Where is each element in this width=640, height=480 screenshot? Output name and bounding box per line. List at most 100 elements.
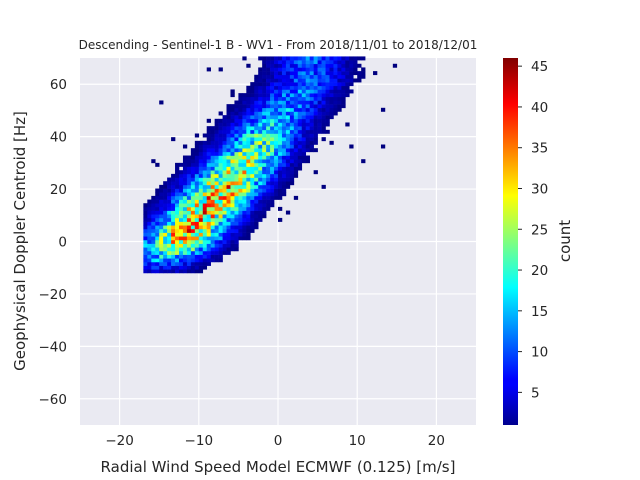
heatmap-cell xyxy=(258,188,263,193)
heatmap-cell xyxy=(155,239,160,244)
heatmap-cell xyxy=(266,173,271,178)
heatmap-cell xyxy=(214,155,219,160)
heatmap-cell xyxy=(198,140,204,145)
heatmap-cell xyxy=(250,177,255,182)
heatmap-cell xyxy=(262,144,267,149)
heatmap-cell xyxy=(155,214,160,219)
heatmap-cell xyxy=(361,67,366,72)
heatmap-cell xyxy=(285,63,291,68)
heatmap-cell xyxy=(305,82,310,87)
heatmap-cell xyxy=(357,63,362,68)
heatmap-cell xyxy=(214,173,219,178)
heatmap-cell xyxy=(349,67,354,72)
heatmap-cell xyxy=(246,232,251,237)
heatmap-cell xyxy=(194,166,200,171)
heatmap-cell xyxy=(179,206,184,211)
heatmap-cell xyxy=(313,60,318,65)
heatmap-cell xyxy=(297,155,303,160)
heatmap-cell xyxy=(266,118,271,123)
heatmap-cell xyxy=(246,199,251,204)
heatmap-cell xyxy=(222,129,227,134)
heatmap-cell xyxy=(230,111,235,116)
heatmap-cell xyxy=(270,63,275,68)
heatmap-cell xyxy=(281,144,287,149)
heatmap-cell xyxy=(151,225,156,230)
heatmap-cell xyxy=(266,151,271,156)
heatmap-cell xyxy=(246,93,251,98)
heatmap-cell xyxy=(198,206,204,211)
heatmap-cell xyxy=(254,162,259,167)
heatmap-cell xyxy=(186,236,192,241)
heatmap-cell xyxy=(230,232,235,237)
heatmap-cell xyxy=(274,96,279,101)
heatmap-cell xyxy=(301,71,307,76)
heatmap-cell xyxy=(190,203,196,208)
heatmap-cell xyxy=(226,122,231,127)
heatmap-cell xyxy=(179,239,184,244)
heatmap-cell xyxy=(270,78,275,83)
heatmap-cell xyxy=(317,104,322,109)
heatmap-cell xyxy=(186,261,192,266)
heatmap-cell xyxy=(305,159,310,164)
heatmap-cell xyxy=(262,184,267,189)
heatmap-cell xyxy=(278,82,283,87)
heatmap-cell xyxy=(266,206,271,211)
heatmap-cell xyxy=(297,74,303,79)
heatmap-cell xyxy=(159,199,164,204)
heatmap-cell xyxy=(270,177,275,182)
heatmap-cell xyxy=(317,67,322,72)
heatmap-cell xyxy=(313,67,318,72)
heatmap-cell xyxy=(242,181,247,186)
heatmap-cell xyxy=(202,170,208,175)
heatmap-cell xyxy=(218,228,223,233)
heatmap-cell xyxy=(305,122,310,127)
heatmap-cell xyxy=(357,74,362,79)
heatmap-cell xyxy=(167,236,172,241)
heatmap-cell xyxy=(230,115,235,120)
heatmap-cell xyxy=(230,118,235,123)
heatmap-cell xyxy=(325,56,330,61)
heatmap-cell xyxy=(325,111,330,116)
heatmap-cell xyxy=(198,228,204,233)
heatmap-cell xyxy=(305,93,310,98)
heatmap-cell xyxy=(210,254,215,259)
heatmap-cell xyxy=(289,148,295,153)
heatmap-cell xyxy=(274,181,279,186)
heatmap-cell xyxy=(258,159,263,164)
heatmap-cell xyxy=(274,122,279,127)
heatmap-cell xyxy=(214,210,219,215)
heatmap-cell xyxy=(274,71,279,76)
heatmap-cell xyxy=(206,247,211,252)
heatmap-cell xyxy=(246,111,251,116)
heatmap-cell xyxy=(171,214,176,219)
heatmap-cell xyxy=(313,85,318,90)
heatmap-cell xyxy=(198,250,204,255)
heatmap-cell xyxy=(274,56,279,61)
heatmap-cell xyxy=(266,78,271,83)
heatmap-cell xyxy=(297,71,303,76)
heatmap-cell xyxy=(278,151,283,156)
heatmap-cell xyxy=(262,126,267,131)
heatmap-cell xyxy=(179,228,184,233)
heatmap-cell xyxy=(266,155,271,160)
heatmap-cell xyxy=(186,228,192,233)
heatmap-cell xyxy=(171,173,176,178)
heatmap-cell xyxy=(151,239,156,244)
heatmap-cell xyxy=(270,144,275,149)
heatmap-cell xyxy=(293,56,299,61)
heatmap-cell xyxy=(317,78,322,83)
heatmap-cell xyxy=(250,93,255,98)
heatmap-cell xyxy=(333,60,338,65)
heatmap-cell xyxy=(159,236,164,241)
heatmap-cell xyxy=(202,247,208,252)
heatmap-cell xyxy=(270,184,275,189)
heatmap-cell xyxy=(190,155,196,160)
heatmap-cell xyxy=(270,60,275,65)
heatmap-cell xyxy=(349,63,354,68)
heatmap-cell xyxy=(278,85,283,90)
heatmap-cell xyxy=(155,261,160,266)
heatmap-cell xyxy=(147,236,152,241)
heatmap-cell xyxy=(159,188,164,193)
heatmap-cell xyxy=(285,162,291,167)
heatmap-cell xyxy=(246,195,251,200)
